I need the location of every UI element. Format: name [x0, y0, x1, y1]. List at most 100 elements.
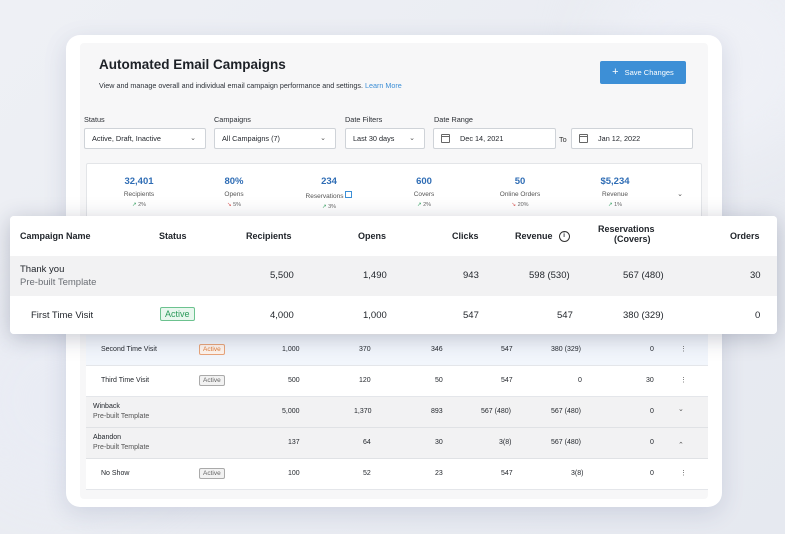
col-orders[interactable]: Orders: [730, 231, 760, 241]
col-reservations-label: Reservations: [598, 224, 655, 234]
stat-label: Covers: [413, 191, 435, 198]
status-badge: Active: [199, 468, 225, 479]
orders-cell: 30: [750, 270, 761, 281]
stat-label[interactable]: Reservations: [284, 191, 374, 200]
recipients-cell: 100: [288, 470, 300, 477]
table-row[interactable]: Abandon Pre-built Template 137 64 30 3(8…: [86, 428, 708, 459]
trend-value: 1%: [614, 202, 623, 208]
status-badge: Active: [160, 307, 195, 321]
revenue-cell: 547: [501, 377, 513, 384]
expand-stats-chevron-icon[interactable]: ⌄: [677, 191, 683, 198]
revenue-cell: 547: [557, 310, 573, 321]
status-badge-text: Active: [199, 375, 225, 386]
more-options-icon[interactable]: ⋮: [680, 377, 687, 384]
col-covers-label: (Covers): [614, 234, 651, 244]
table-row[interactable]: Third Time Visit Active 500 120 50 547 0…: [86, 366, 708, 397]
col-reservations[interactable]: Reservations (Covers): [598, 224, 655, 244]
chevron-down-icon[interactable]: ⌄: [678, 406, 684, 413]
opens-cell: 1,370: [354, 408, 372, 415]
opens-cell: 120: [359, 377, 371, 384]
status-badge-text: Active: [199, 468, 225, 479]
to-label: To: [559, 135, 567, 144]
stat-label: Revenue: [601, 191, 629, 198]
campaigns-filter-value: All Campaigns (7): [222, 134, 280, 143]
campaigns-filter-label: Campaigns: [214, 115, 251, 124]
col-status[interactable]: Status: [159, 231, 187, 241]
opens-cell: 1,490: [363, 270, 387, 281]
table-row[interactable]: Thank you Pre-built Template 5,500 1,490…: [10, 256, 777, 296]
campaigns-filter-select[interactable]: All Campaigns (7) ⌄: [214, 128, 336, 149]
stat-trend: ↘ 20%: [475, 202, 565, 208]
col-campaign-name[interactable]: Campaign Name: [20, 231, 91, 241]
chevron-down-icon: ⌄: [409, 135, 415, 142]
chevron-up-icon[interactable]: ⌃: [678, 442, 684, 449]
status-filter-label: Status: [84, 115, 105, 124]
revenue-cell: 3(8): [499, 439, 512, 446]
stat-label-text: Reservations: [305, 193, 344, 200]
col-recipients[interactable]: Recipients: [246, 231, 292, 241]
reservations-cell: 380 (329): [623, 310, 664, 321]
stat-value: 234: [321, 176, 337, 187]
campaign-subtitle: Pre-built Template: [93, 413, 150, 420]
table-row[interactable]: First Time Visit Active 4,000 1,000 547 …: [10, 296, 777, 334]
date-to-value: Jan 12, 2022: [598, 134, 641, 143]
more-options-icon[interactable]: ⋮: [680, 470, 687, 477]
orders-cell: 30: [646, 377, 654, 384]
date-filters-label: Date Filters: [345, 115, 383, 124]
revenue-cell: 567 (480): [481, 408, 511, 415]
stat-revenue: $5,234 Revenue ↗ 1%: [570, 176, 660, 208]
more-options-icon[interactable]: ⋮: [680, 346, 687, 353]
date-filters-value: Last 30 days: [353, 134, 395, 143]
status-filter-select[interactable]: Active, Draft, Inactive ⌄: [84, 128, 206, 149]
stat-label: Opens: [224, 191, 244, 198]
stat-trend: ↗ 3%: [284, 204, 374, 210]
trend-value: 3%: [328, 204, 337, 210]
campaign-name: Third Time Visit: [101, 377, 150, 384]
date-to-input[interactable]: Jan 12, 2022: [571, 128, 693, 149]
stat-online-orders: 50 Online Orders ↘ 20%: [475, 176, 565, 208]
stat-value: 600: [416, 176, 432, 187]
calendar-icon: [441, 134, 450, 143]
campaign-name: Thank you: [20, 264, 65, 275]
opens-cell: 1,000: [363, 310, 387, 321]
save-changes-button[interactable]: + Save Changes: [600, 61, 686, 84]
table-row[interactable]: No Show Active 100 52 23 547 3(8) 0 ⋮: [86, 459, 708, 490]
campaign-subtitle: Pre-built Template: [20, 277, 97, 288]
clicks-cell: 547: [463, 310, 479, 321]
clicks-cell: 943: [463, 270, 479, 281]
trend-up-icon: ↗: [607, 202, 613, 208]
trend-value: 5%: [233, 202, 242, 208]
trend-value: 20%: [517, 202, 529, 208]
reservations-cell: 0: [578, 377, 582, 384]
opens-cell: 370: [359, 346, 371, 353]
learn-more-link[interactable]: Learn More: [364, 81, 402, 90]
info-icon[interactable]: i: [558, 231, 570, 243]
chevron-down-icon: ⌄: [190, 135, 196, 142]
table-row[interactable]: Winback Pre-built Template 5,000 1,370 8…: [86, 397, 708, 428]
stat-label: Online Orders: [499, 191, 541, 198]
status-badge-text: Active: [160, 307, 195, 321]
col-opens[interactable]: Opens: [358, 231, 387, 241]
stat-trend: ↗ 2%: [379, 202, 469, 208]
plus-icon: +: [612, 66, 619, 78]
col-revenue[interactable]: Revenue i: [515, 231, 570, 243]
date-filters-select[interactable]: Last 30 days ⌄: [345, 128, 425, 149]
orders-cell: 0: [650, 346, 654, 353]
trend-down-icon: ↘: [226, 202, 232, 208]
stat-reservations: 234 Reservations ↗ 3%: [284, 176, 374, 210]
campaign-name: Abandon: [93, 434, 122, 441]
clicks-cell: 50: [435, 377, 443, 384]
revenue-cell: 547: [501, 470, 513, 477]
clicks-cell: 346: [431, 346, 443, 353]
col-clicks[interactable]: Clicks: [452, 231, 479, 241]
stat-recipients: 32,401 Recipients ↗ 2%: [94, 176, 184, 208]
recipients-cell: 4,000: [270, 310, 294, 321]
stat-label: Recipients: [123, 191, 155, 198]
table-row[interactable]: Second Time Visit Active 1,000 370 346 5…: [86, 335, 708, 366]
reservations-cell: 380 (329): [551, 346, 581, 353]
stat-value: 50: [514, 176, 526, 187]
date-from-input[interactable]: Dec 14, 2021: [433, 128, 556, 149]
campaign-table-zoom: Campaign Name Status Recipients Opens Cl…: [10, 216, 777, 334]
revenue-cell: 598 (530): [529, 270, 570, 281]
opens-cell: 52: [363, 470, 371, 477]
